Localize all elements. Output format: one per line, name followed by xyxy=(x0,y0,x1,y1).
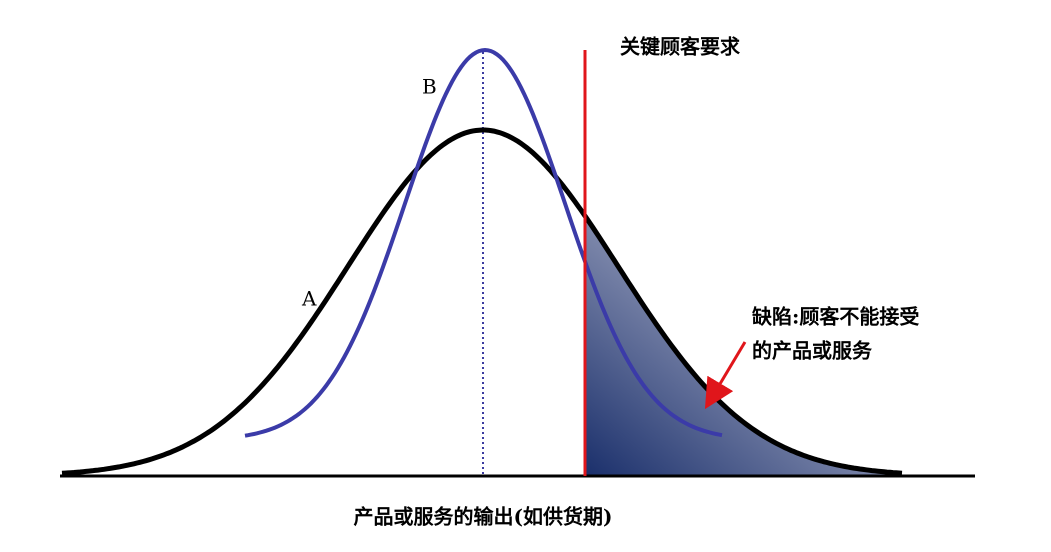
label-a: A xyxy=(301,287,317,311)
x-axis-label: 产品或服务的输出(如供货期) xyxy=(354,505,613,529)
defect-arrow xyxy=(704,341,747,410)
curve-a xyxy=(61,127,903,476)
curve-b xyxy=(244,47,723,438)
label-b: B xyxy=(422,75,437,99)
requirement-label: 关键顾客要求 xyxy=(620,35,741,59)
defect-label: 的产品或服务 xyxy=(752,339,873,363)
defect-label: 缺陷:顾客不能接受 xyxy=(752,305,919,329)
